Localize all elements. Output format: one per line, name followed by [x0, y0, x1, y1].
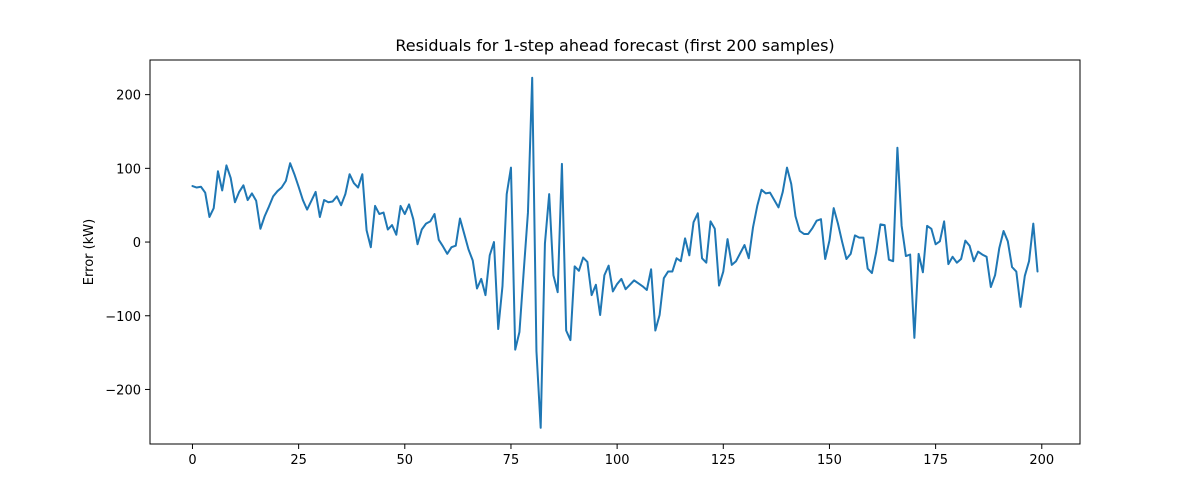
- y-tick-label: 200: [116, 89, 141, 104]
- x-tick-label: 0: [188, 453, 196, 468]
- y-ticks: −200 −100 0 100 200: [105, 89, 150, 398]
- x-tick-label: 150: [817, 453, 842, 468]
- plot-frame: [149, 59, 1081, 445]
- x-tick-label: 175: [923, 453, 948, 468]
- x-tick-label: 200: [1029, 453, 1054, 468]
- y-tick-label: 0: [133, 236, 141, 251]
- y-tick-label: 100: [116, 162, 141, 177]
- y-tick-label: −200: [105, 383, 141, 398]
- y-tick-label: −100: [105, 310, 141, 325]
- x-tick-label: 100: [605, 453, 630, 468]
- chart-title: Residuals for 1-step ahead forecast (fir…: [395, 36, 834, 55]
- x-tick-label: 125: [711, 453, 736, 468]
- y-axis-label: Error (kW): [82, 219, 97, 285]
- x-tick-label: 50: [397, 453, 414, 468]
- x-tick-label: 75: [503, 453, 520, 468]
- x-ticks: 0 25 50 75 100 125 150 175 200: [188, 444, 1054, 468]
- x-tick-label: 25: [290, 453, 307, 468]
- residuals-series-line: [191, 76, 1039, 429]
